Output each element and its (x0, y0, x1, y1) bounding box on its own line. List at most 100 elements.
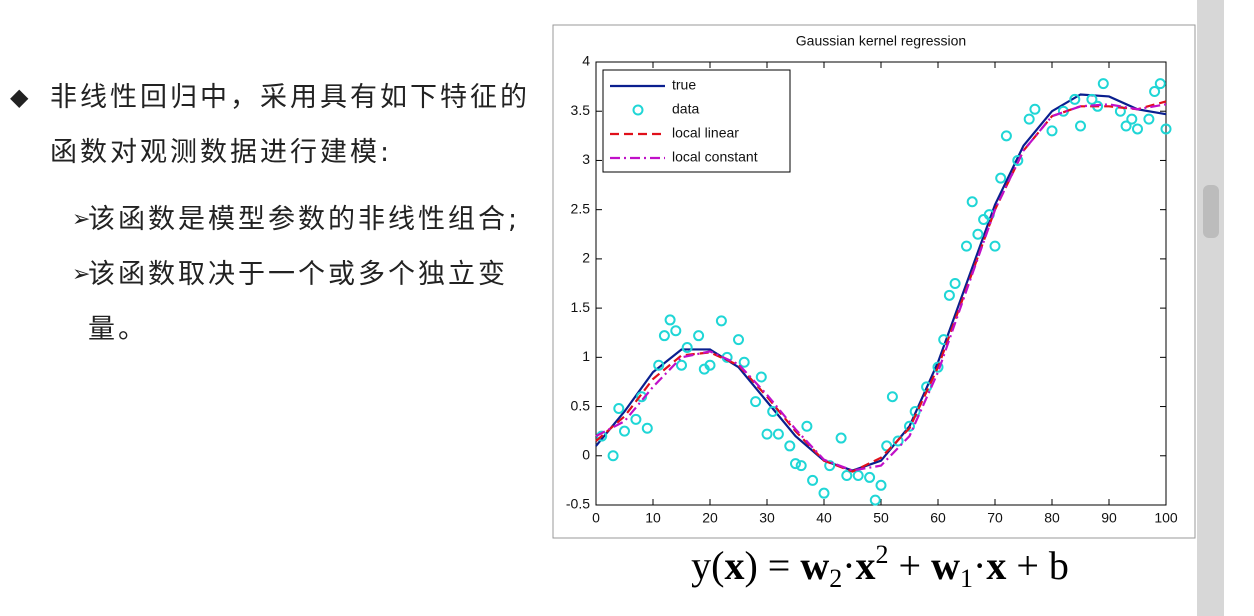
data-point (1120, 120, 1132, 132)
data-point (989, 240, 1001, 252)
x-tick-label: 40 (816, 510, 832, 526)
legend-label: local constant (672, 149, 758, 165)
equation-part: 2 (875, 540, 889, 569)
data-point (767, 405, 779, 417)
x-tick-label: 70 (987, 510, 1003, 526)
y-tick-label: 1 (582, 348, 590, 364)
equation-part: ) = (744, 543, 801, 588)
equation-part: + b (1006, 543, 1069, 588)
data-point (886, 391, 898, 403)
data-point (892, 435, 904, 447)
sub-bullet-icon: ➢ (72, 262, 94, 287)
data-point (972, 228, 984, 240)
data-point (1097, 78, 1109, 90)
data-point (1069, 93, 1081, 105)
bullet-text: 非线性回归中，采用具有如下特征的函数对观测数据进行建模: (50, 82, 530, 168)
data-point (841, 469, 853, 481)
data-point (784, 440, 796, 452)
y-tick-label: 0.5 (571, 397, 591, 413)
scroll-thumb[interactable] (1203, 185, 1219, 238)
data-point (795, 460, 807, 472)
bullet-icon: ◆ (10, 83, 32, 111)
equation-part: x (986, 543, 1007, 588)
x-tick-label: 30 (759, 510, 775, 526)
data-point (613, 403, 625, 415)
data-point (1046, 125, 1058, 137)
data-point (818, 487, 830, 499)
equation: y(x) = w2·x2 + w1·x + b (560, 540, 1200, 594)
data-point (1086, 93, 1098, 105)
y-tick-label: 2 (582, 250, 590, 266)
data-point (790, 458, 801, 470)
data-point (676, 359, 687, 371)
data-point (943, 289, 955, 301)
data-point (715, 315, 727, 327)
equation-part: x (855, 543, 876, 588)
y-tick-label: -0.5 (566, 496, 590, 512)
x-tick-label: 100 (1154, 510, 1178, 526)
data-point (835, 432, 847, 444)
data-point (750, 396, 762, 408)
equation-part: x (724, 543, 745, 588)
data-point (904, 420, 915, 432)
sub-bullet-icon: ➢ (72, 207, 94, 232)
x-tick-label: 60 (930, 510, 946, 526)
data-point (824, 460, 836, 472)
scroll-track (1197, 0, 1224, 616)
legend-marker (632, 104, 644, 116)
data-point (772, 428, 784, 440)
data-point (961, 240, 972, 252)
y-tick-label: 4 (582, 53, 590, 69)
y-tick-label: 1.5 (571, 299, 591, 315)
equation-part: 2 (829, 564, 843, 593)
data-point (653, 359, 665, 371)
x-tick-label: 90 (1101, 510, 1117, 526)
y-tick-label: 3.5 (571, 102, 591, 118)
equation-part: · (842, 543, 856, 588)
data-point (658, 330, 670, 342)
data-point (733, 334, 744, 346)
data-point (1012, 154, 1024, 166)
x-tick-label: 80 (1044, 510, 1060, 526)
data-point (1143, 113, 1155, 125)
data-point (875, 479, 887, 491)
sub-bullet-text: 该函数是模型参数的非线性组合; (88, 204, 521, 235)
data-point (619, 425, 630, 437)
data-point (932, 361, 944, 373)
equation-part: · (973, 543, 987, 588)
chart: Gaussian kernel regression 0 10 20 30 40 50 60… (552, 24, 1196, 539)
equation-part: w (931, 543, 960, 588)
y-tick-label: 2.5 (571, 200, 591, 216)
data-point (1000, 130, 1012, 142)
data-point (607, 450, 619, 462)
data-point (755, 371, 767, 383)
data-point (1075, 120, 1086, 132)
x-tick-label: 0 (592, 510, 600, 526)
data-point (704, 359, 716, 371)
data-point (1132, 123, 1143, 135)
y-tick-label: 0 (582, 446, 590, 462)
data-point (1023, 113, 1035, 125)
data-point (761, 428, 773, 440)
data-point (670, 325, 682, 337)
chart-title: Gaussian kernel regression (796, 33, 966, 49)
x-tick-label: 10 (645, 510, 661, 526)
data-point (864, 471, 876, 483)
data-point (693, 330, 705, 342)
data-point (641, 422, 653, 434)
data-point (1149, 86, 1161, 98)
data-point (630, 413, 642, 425)
data-point (801, 420, 813, 432)
data-point (1160, 123, 1172, 135)
data-point (807, 474, 819, 486)
data-point (869, 494, 881, 506)
x-tick-label: 50 (873, 510, 889, 526)
equation-part: w (800, 543, 830, 588)
equation-part: 1 (960, 564, 973, 593)
data-point (1126, 113, 1138, 125)
data-point (664, 314, 676, 326)
equation-part: y( (691, 543, 725, 588)
legend-label: data (672, 101, 699, 117)
scrollbar (1197, 0, 1254, 616)
